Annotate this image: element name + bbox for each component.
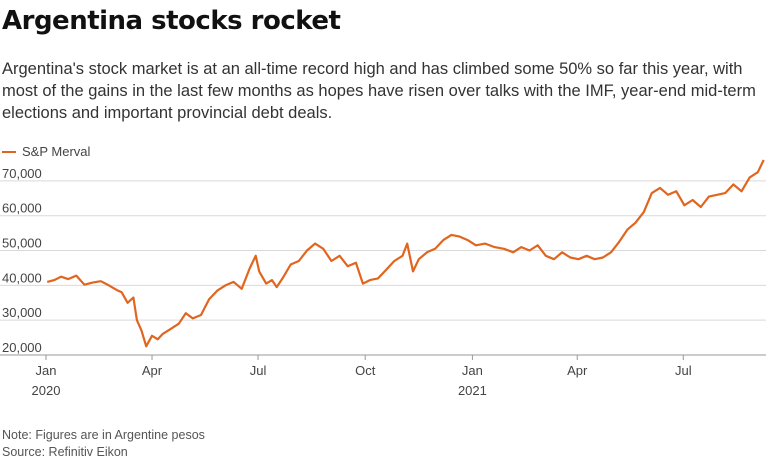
chart-title: Argentina stocks rocket [2, 6, 341, 36]
x-tick-label: Apr [142, 363, 163, 378]
legend-swatch [2, 150, 16, 153]
series-line-merval [46, 159, 765, 348]
line-chart: 20,000 30,000 40,000 50,000 60,000 70,000 Jan… [0, 159, 766, 398]
gridlines [0, 180, 766, 356]
x-tick-year-label: 2021 [458, 383, 487, 398]
x-axis-ticks: Jan 2020 Apr Jul Oct Jan 2021 Apr Jul [32, 355, 692, 398]
x-tick-label: Jul [675, 363, 692, 378]
y-tick-label: 20,000 [2, 340, 42, 355]
y-tick-label: 50,000 [2, 236, 42, 251]
x-tick-year-label: 2020 [32, 383, 61, 398]
x-tick-label: Jul [250, 363, 267, 378]
y-tick-label: 70,000 [2, 166, 42, 181]
y-axis-ticks: 20,000 30,000 40,000 50,000 60,000 70,000 [2, 166, 42, 355]
x-tick-label: Jan [36, 363, 57, 378]
chart-subtitle: Argentina's stock market is at an all-ti… [2, 60, 756, 122]
y-tick-label: 60,000 [2, 201, 42, 216]
y-tick-label: 30,000 [2, 305, 42, 320]
legend: S&P Merval [2, 144, 90, 159]
x-tick-label: Jan [462, 363, 483, 378]
x-tick-label: Apr [567, 363, 588, 378]
chart-source: Source: Refinitiv Eikon [2, 445, 128, 459]
legend-label: S&P Merval [22, 144, 91, 159]
x-tick-label: Oct [355, 363, 376, 378]
chart-note: Note: Figures are in Argentine pesos [2, 428, 205, 442]
y-tick-label: 40,000 [2, 270, 42, 285]
